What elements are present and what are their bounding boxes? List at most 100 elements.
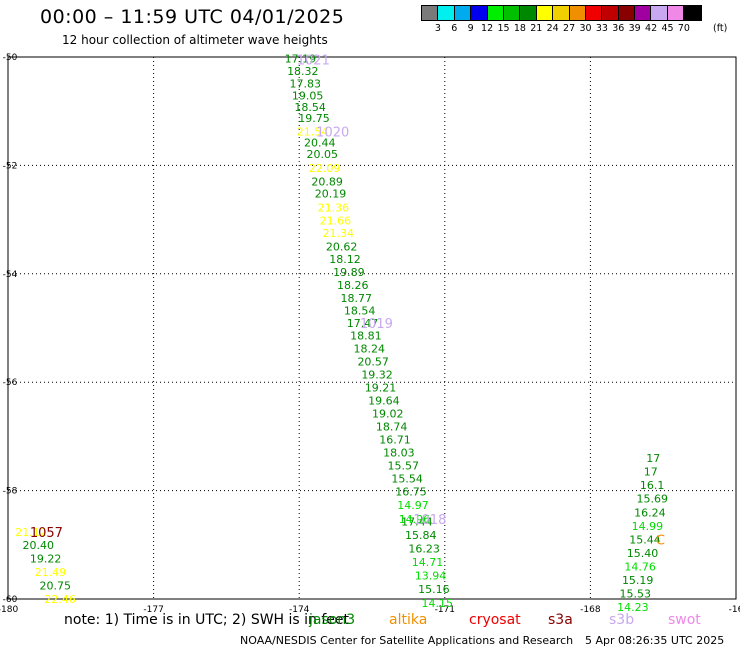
wave-height-label: 15.57	[388, 460, 420, 473]
wave-height-label: 21.49	[35, 566, 66, 579]
wave-height-label: 19.32	[361, 369, 393, 382]
lon-tick-label: -180	[0, 605, 18, 615]
mission-label-altika: altika	[389, 612, 428, 628]
wave-height-label: 15.54	[391, 473, 423, 486]
wave-height-label: 18.81	[350, 330, 382, 343]
lat-tick-label: -52	[3, 161, 18, 171]
wave-height-label: 15.53	[620, 588, 652, 601]
wave-height-label: 20.40	[23, 539, 54, 552]
mission-label-s3b: s3b	[609, 612, 635, 628]
legend-swatch	[487, 6, 504, 20]
wave-height-label: 15.84	[405, 529, 437, 542]
wave-height-label: 16.75	[395, 486, 427, 499]
wave-height-label: 16.24	[634, 506, 666, 519]
legend-swatch	[553, 6, 570, 20]
legend-label: 6	[451, 23, 458, 34]
legend-swatch	[438, 6, 455, 20]
lon-tick-label: -171	[435, 605, 455, 615]
wave-height-label: 21.36	[318, 202, 350, 215]
wave-height-label: 15.44	[629, 533, 661, 546]
legend-labels: (ft) 3 6 9 12 15 18 21 24 27 30 33 36 39 42 45 70	[421, 21, 727, 34]
lon-tick-label: -16	[729, 605, 740, 615]
wave-height-label: 18.54	[344, 305, 376, 318]
wave-height-label: 20.62	[326, 241, 358, 254]
legend-swatch	[569, 6, 586, 20]
wave-height-label: 15.40	[627, 547, 659, 560]
wave-height-label: 19.02	[372, 408, 404, 421]
wave-height-label: 16.23	[408, 543, 440, 556]
wave-height-label: 19.05	[292, 89, 324, 102]
legend-label: 45	[661, 23, 674, 34]
wave-height-label: 20.57	[357, 356, 389, 369]
wave-height-label: 16.1	[640, 479, 665, 492]
credit-text: NOAA/NESDIS Center for Satellite Applica…	[240, 634, 574, 647]
wave-height-label: 20.89	[311, 176, 343, 189]
legend-label: 21	[530, 23, 543, 34]
wave-height-label: 17.19	[285, 53, 317, 66]
wave-height-label: 22.46	[44, 593, 76, 606]
lat-tick-label: -58	[3, 487, 18, 497]
wave-height-label: 20.05	[306, 148, 338, 161]
legend-swatch	[503, 6, 521, 20]
wave-height-label: 14.71	[412, 556, 444, 569]
legend-swatch	[635, 6, 652, 20]
lon-tick-label: -177	[143, 605, 163, 615]
legend-label: 39	[628, 23, 641, 34]
legend-swatch	[536, 6, 554, 20]
wave-height-label: 20.19	[315, 188, 347, 201]
legend-label: 15	[497, 23, 510, 34]
wave-height-label: 16.71	[379, 434, 411, 447]
wave-height-label: 20.44	[304, 137, 336, 150]
wave-height-label: 14.96	[399, 513, 431, 526]
wave-height-label: 18.32	[287, 65, 319, 78]
wave-height-label: 21.34	[322, 227, 354, 240]
mission-label-s3a: s3a	[548, 612, 573, 628]
wave-height-label: 18.26	[337, 279, 369, 292]
legend-label: 30	[579, 23, 592, 34]
page-title: 00:00 – 11:59 UTC 04/01/2025	[40, 6, 345, 28]
lat-tick-label: -56	[3, 378, 18, 388]
wave-height-label: 14.99	[632, 520, 664, 533]
legend-label: 70	[677, 23, 690, 34]
legend-swatches	[421, 5, 702, 21]
mission-label-jason3: jason3	[309, 612, 356, 628]
pass-annotation: 1057	[30, 526, 63, 541]
pass-annotation: 1018	[413, 513, 446, 528]
lat-tick-label: -50	[3, 53, 18, 63]
wave-height-label: 19.75	[298, 112, 330, 125]
wave-height-label: 19.89	[333, 266, 365, 279]
legend-swatch	[618, 6, 636, 20]
pass-annotation: C	[656, 533, 665, 548]
wave-height-label: 14.23	[617, 601, 649, 614]
legend-label: 42	[645, 23, 658, 34]
legend-swatch	[454, 6, 472, 20]
legend-label: 24	[546, 23, 559, 34]
legend-swatch	[602, 6, 619, 20]
wave-height-label: 22.09	[309, 162, 341, 175]
wave-height-label: 15.69	[637, 493, 669, 506]
pass-annotation: 1019	[360, 317, 393, 332]
legend-label: 36	[612, 23, 625, 34]
legend-label: 3	[434, 23, 441, 34]
mission-label-cryosat: cryosat	[469, 612, 521, 628]
legend-label: 27	[563, 23, 576, 34]
legend-unit: (ft)	[713, 23, 728, 34]
lat-tick-label: -54	[3, 270, 18, 280]
wave-height-label: 19.64	[368, 395, 400, 408]
wave-height-label: 21.12	[15, 526, 47, 539]
legend-swatch	[520, 6, 537, 20]
legend-swatch	[471, 6, 488, 20]
lon-tick-label: -174	[289, 605, 310, 615]
wave-height-label: 17	[646, 452, 660, 465]
legend-swatch	[684, 6, 701, 20]
wave-height-label: 18.74	[376, 421, 408, 434]
legend-swatch	[422, 6, 439, 20]
legend-label: 33	[595, 23, 608, 34]
legend-swatch	[651, 6, 668, 20]
wave-height-label: 14.15	[422, 597, 454, 610]
wave-height-label: 15.16	[418, 583, 450, 596]
wave-height-label: 18.24	[354, 343, 386, 356]
pass-annotation: 1020	[316, 125, 349, 140]
lat-tick-label: -60	[3, 595, 18, 605]
